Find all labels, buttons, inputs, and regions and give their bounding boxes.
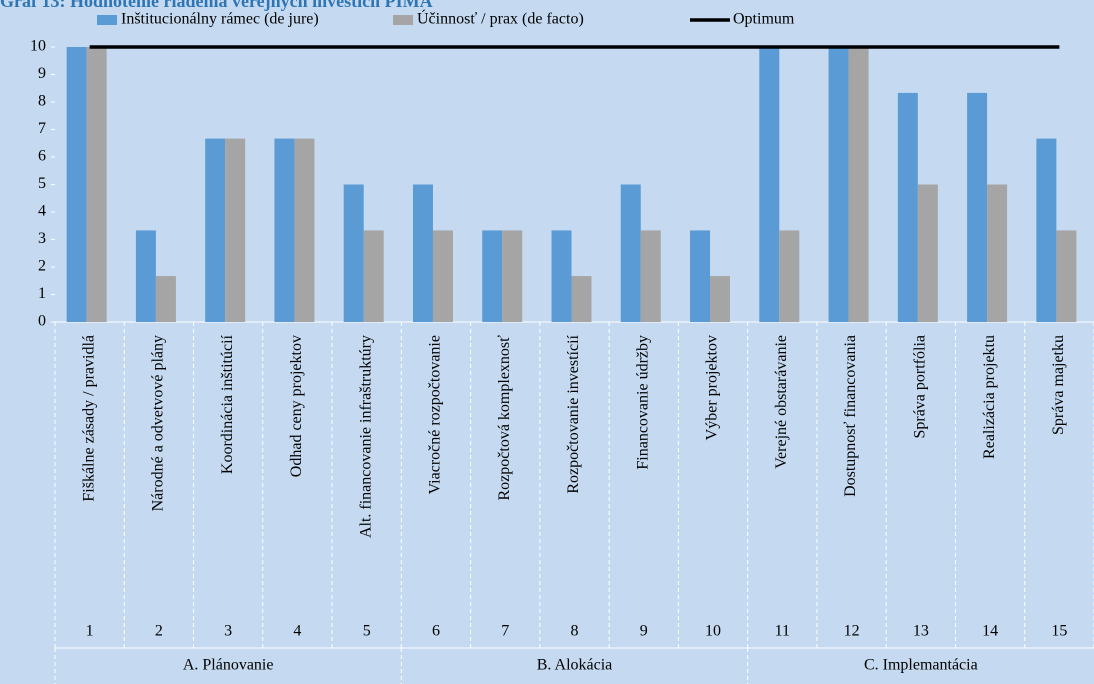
- bar: [274, 138, 295, 322]
- category-label: Dostupnosť financovania: [842, 335, 859, 497]
- category-label: Rozpočtová komplexnosť: [496, 335, 513, 501]
- y-tick-label: 7: [38, 120, 46, 137]
- y-tick-label: 5: [38, 175, 46, 192]
- category-label: Financovanie údržby: [634, 335, 651, 470]
- group-label: A. Plánovanie: [183, 657, 274, 674]
- category-number: 4: [293, 623, 301, 640]
- bar: [482, 230, 503, 322]
- bar: [294, 138, 315, 322]
- category-label: Správa majetku: [1050, 335, 1067, 435]
- category-number: 15: [1051, 623, 1067, 640]
- bar: [1036, 138, 1057, 322]
- bar: [759, 47, 780, 322]
- bar: [640, 230, 661, 322]
- bar: [363, 230, 384, 322]
- category-number: 1: [86, 623, 94, 640]
- bar: [848, 47, 869, 322]
- category-label: Národné a odvetvové plány: [150, 335, 167, 511]
- bar: [897, 92, 918, 322]
- category-number: 7: [501, 623, 509, 640]
- legend-label: Optimum: [733, 11, 795, 28]
- category-number: 8: [571, 623, 579, 640]
- bar: [710, 276, 731, 322]
- y-tick-label: 2: [38, 258, 46, 275]
- legend-swatch: [97, 15, 117, 25]
- category-label: Správa portfólia: [912, 335, 929, 439]
- category-label: Viacročné rozpočtovanie: [427, 335, 444, 494]
- category-label: Realizácia projektu: [981, 335, 998, 459]
- bar: [551, 230, 572, 322]
- y-tick-label: 6: [38, 148, 46, 165]
- category-number: 9: [640, 623, 648, 640]
- category-number: 14: [982, 623, 998, 640]
- bar: [155, 276, 176, 322]
- category-number: 11: [775, 623, 790, 640]
- category-label: Alt. financovanie infraštruktúry: [357, 335, 374, 538]
- bar: [828, 47, 849, 322]
- category-number: 10: [705, 623, 721, 640]
- category-label: Výber projektov: [704, 335, 721, 440]
- category-label: Odhad ceny projektov: [288, 335, 305, 477]
- bar: [343, 184, 364, 322]
- y-tick-label: 1: [38, 285, 46, 302]
- bar: [135, 230, 156, 322]
- bar: [412, 184, 433, 322]
- bar: [1056, 230, 1077, 322]
- category-number: 13: [913, 623, 929, 640]
- group-label: B. Alokácia: [537, 657, 613, 674]
- bar: [205, 138, 226, 322]
- legend-label: Účinnosť / prax (de facto): [417, 9, 584, 28]
- bar: [502, 230, 523, 322]
- category-label: Fiškálne zásady / pravidlá: [80, 335, 97, 502]
- category-number: 5: [363, 623, 371, 640]
- category-label: Rozpočtovanie investícií: [565, 334, 582, 493]
- bar: [66, 47, 87, 322]
- y-tick-label: 3: [38, 230, 46, 247]
- group-label: C. Implemantácia: [864, 657, 978, 674]
- bar: [779, 230, 800, 322]
- category-label: Koordinácia inštitúcií: [219, 334, 236, 474]
- bar: [917, 184, 938, 322]
- bar: [967, 92, 988, 322]
- y-tick-label: 10: [30, 38, 46, 55]
- legend-label: Inštitucionálny rámec (de jure): [121, 11, 319, 28]
- bar: [86, 47, 107, 322]
- bar: [225, 138, 246, 322]
- y-tick-label: 4: [38, 203, 46, 220]
- bar: [571, 276, 592, 322]
- category-number: 12: [844, 623, 860, 640]
- bar: [690, 230, 711, 322]
- category-number: 6: [432, 623, 440, 640]
- category-number: 3: [224, 623, 232, 640]
- chart-title: Graf 13: Hodnotenie riadenia verejných i…: [0, 0, 433, 11]
- bar: [620, 184, 641, 322]
- y-tick-label: 9: [38, 65, 46, 82]
- bar: [432, 230, 453, 322]
- category-number: 2: [155, 623, 163, 640]
- legend-swatch: [393, 15, 413, 25]
- bar: [987, 184, 1008, 322]
- y-tick-label: 8: [38, 93, 46, 110]
- y-tick-label: 0: [38, 313, 46, 330]
- category-label: Verejné obstarávanie: [773, 335, 790, 469]
